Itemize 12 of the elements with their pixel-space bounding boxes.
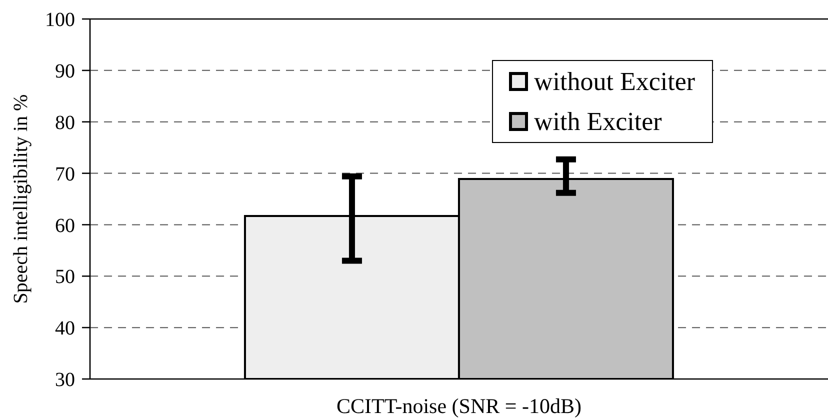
legend-label: without Exciter bbox=[534, 66, 696, 96]
y-tick-label: 80 bbox=[55, 112, 75, 134]
y-tick-label: 40 bbox=[55, 318, 75, 340]
y-tick-label: 70 bbox=[55, 163, 75, 186]
x-tick-label: CCITT-noise (SNR = -10dB) bbox=[336, 394, 582, 418]
y-axis-title: Speech intelligibility in % bbox=[10, 94, 32, 304]
y-tick-label: 90 bbox=[55, 60, 75, 83]
legend-label: with Exciter bbox=[534, 106, 662, 136]
y-tick-label: 100 bbox=[45, 9, 75, 32]
y-tick-label: 60 bbox=[55, 214, 75, 237]
y-tick-label: 30 bbox=[55, 369, 75, 392]
y-tick-label: 50 bbox=[55, 266, 75, 288]
